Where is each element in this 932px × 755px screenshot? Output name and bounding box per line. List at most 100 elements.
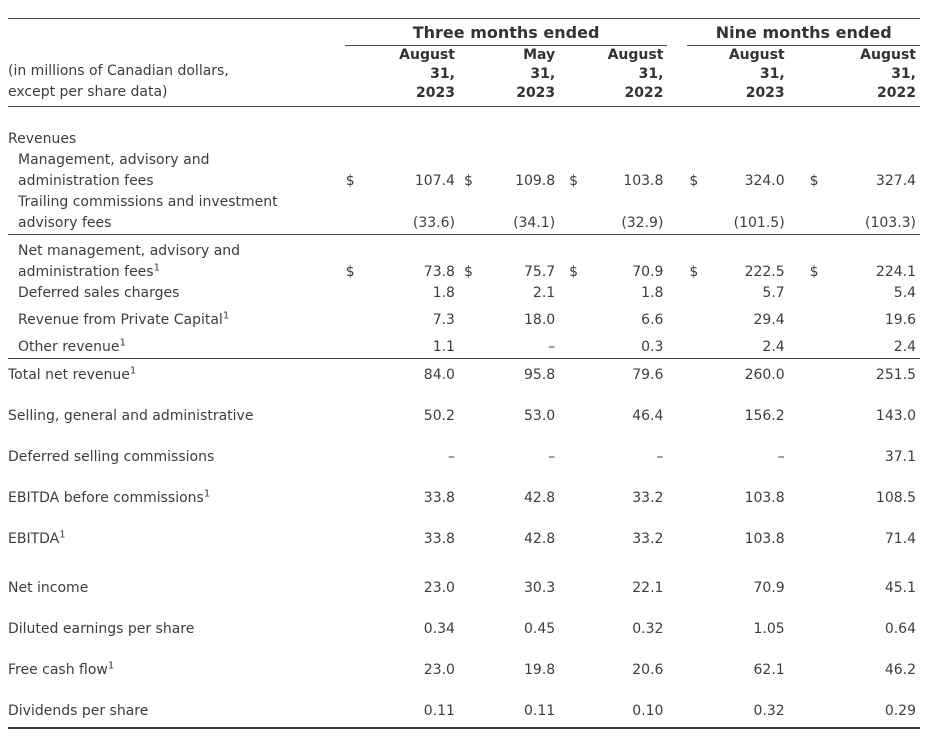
value-cell-q-aug-2022: 0.32: [559, 599, 667, 640]
cell-value: 2.4: [762, 339, 785, 355]
row-label: Selling, general and administrative: [8, 390, 341, 427]
value-cell-q-aug-2023: 23.0: [341, 550, 459, 599]
cell-value: 0.32: [753, 703, 785, 719]
value-cell-q-aug-2023: –: [341, 427, 459, 468]
value-cell-ytd-aug-2022: 143.0: [789, 390, 920, 427]
value-cell-ytd-aug-2023: $324.0: [667, 150, 788, 192]
cell-value: 18.0: [524, 312, 556, 328]
value-cell-ytd-aug-2022: 0.29: [788, 681, 920, 729]
row-label-text: Deferred sales charges: [18, 285, 180, 301]
value-cell-q-aug-2023: 33.8: [341, 509, 459, 550]
value-cell-q-may-2023: $109.8: [459, 150, 559, 192]
table-row: Diluted earnings per share 0.34 0.45 0.3…: [8, 599, 920, 640]
cell-value: 70.9: [753, 580, 785, 596]
row-label: Diluted earnings per share: [8, 599, 341, 640]
cell-value: 143.0: [875, 408, 916, 424]
value-cell-q-aug-2022: 1.8: [559, 283, 667, 304]
currency-symbol: $: [689, 173, 699, 189]
value-cell-q-aug-2022: (32.9): [559, 192, 668, 235]
value-cell-q-may-2023: 30.3: [459, 550, 559, 599]
value-cell-q-may-2023: 95.8: [459, 359, 559, 391]
cell-value: 1.1: [432, 339, 455, 355]
value-cell-ytd-aug-2023: 260.0: [667, 359, 788, 391]
currency-symbol: $: [463, 173, 473, 189]
row-label: Deferred selling commissions: [8, 427, 341, 468]
cell-value: 0.34: [423, 621, 455, 637]
table-row: Trailing commissions and investment advi…: [8, 192, 920, 235]
table-row: Selling, general and administrative 50.2…: [8, 390, 920, 427]
value-cell-q-may-2023: 42.8: [459, 509, 559, 550]
cell-value: –: [777, 449, 785, 465]
cell-value: (33.6): [412, 215, 455, 231]
row-label-text: Dividends per share: [8, 703, 149, 719]
row-label: Net management, advisory and administrat…: [8, 235, 341, 284]
value-cell-ytd-aug-2022: (103.3): [788, 192, 920, 235]
cell-value: 37.1: [884, 449, 916, 465]
col-header-may-31-2023-q: May 31, 2023: [458, 46, 560, 107]
cell-value: 5.7: [762, 285, 785, 301]
cell-value: 75.7: [524, 264, 556, 280]
footnote-marker: 1: [153, 262, 160, 274]
table-header: Three months ended Nine months ended (in…: [8, 18, 920, 107]
table-row: Deferred sales charges 1.8 2.1 1.8 5.7 5…: [8, 283, 920, 304]
group-three-months: Three months ended: [340, 18, 668, 46]
value-cell-q-aug-2022: 0.10: [559, 681, 668, 729]
cell-value: 84.0: [423, 367, 455, 383]
table-row: Other revenue1 1.1 – 0.3 2.4 2.4: [8, 331, 920, 359]
cell-value: (103.3): [864, 215, 916, 231]
row-label-text: Deferred selling commissions: [8, 449, 215, 465]
row-label-text: Revenues: [8, 131, 77, 147]
col-header-aug-31-2023-ytd: August 31, 2023: [667, 46, 789, 107]
value-cell-q-aug-2023: (33.6): [340, 192, 459, 235]
value-cell-ytd-aug-2022: 5.4: [789, 283, 920, 304]
cell-value: 251.5: [875, 367, 916, 383]
value-cell-q-aug-2023: 7.3: [341, 304, 459, 331]
row-label: Trailing commissions and investment advi…: [8, 192, 341, 235]
group-nine-months: Nine months ended: [667, 18, 920, 46]
value-cell-q-aug-2022: 33.2: [559, 468, 667, 509]
value-cell-ytd-aug-2023: 70.9: [667, 550, 788, 599]
cell-value: 33.8: [423, 490, 455, 506]
currency-symbol: $: [689, 264, 699, 280]
cell-value: 0.29: [884, 703, 916, 719]
value-cell-q-aug-2023: 0.34: [341, 599, 459, 640]
group-spacer-cell: [8, 18, 341, 46]
table-row: Free cash flow1 23.0 19.8 20.6 62.1 46.2: [8, 640, 920, 681]
currency-symbol: $: [463, 264, 473, 280]
row-label: Management, advisory and administration …: [8, 150, 341, 192]
row-label-text: Other revenue: [18, 339, 120, 355]
group-three-months-label: Three months ended: [344, 21, 668, 46]
value-cell-q-aug-2023: 1.8: [341, 283, 459, 304]
cell-value: 42.8: [524, 490, 556, 506]
currency-symbol: $: [569, 264, 579, 280]
row-label-text: Trailing commissions and investment advi…: [18, 194, 278, 231]
footnote-marker: 1: [129, 365, 137, 377]
row-label-text: Management, advisory and administration …: [18, 152, 210, 189]
cell-value: 46.2: [884, 662, 916, 678]
row-label-text: Selling, general and administrative: [8, 408, 254, 424]
currency-symbol: $: [809, 264, 819, 280]
row-label-text: Total net revenue: [8, 367, 130, 383]
value-cell-q-aug-2023: 23.0: [341, 640, 459, 681]
value-cell-q-aug-2023: 0.11: [340, 681, 459, 729]
row-label-text: EBITDA: [8, 531, 60, 547]
value-cell-q-may-2023: (34.1): [458, 192, 560, 235]
value-cell-ytd-aug-2023: 5.7: [667, 283, 788, 304]
cell-value: 20.6: [632, 662, 664, 678]
value-cell-q-aug-2022: –: [559, 427, 667, 468]
cell-value: 22.1: [632, 580, 664, 596]
cell-value: 156.2: [744, 408, 785, 424]
cell-value: 33.2: [632, 531, 664, 547]
cell-value: 6.6: [641, 312, 664, 328]
cell-value: 0.10: [632, 703, 664, 719]
financial-results-table: Three months ended Nine months ended (in…: [8, 18, 920, 729]
value-cell-ytd-aug-2023: 0.32: [667, 681, 789, 729]
cell-value: –: [548, 339, 556, 355]
row-label-text: Net management, advisory and administrat…: [18, 243, 241, 280]
value-cell-ytd-aug-2022: 19.6: [789, 304, 920, 331]
value-cell-ytd-aug-2023: 103.8: [667, 509, 788, 550]
cell-value: 73.8: [423, 264, 455, 280]
value-cell-ytd-aug-2022: 45.1: [789, 550, 920, 599]
period-group-row: Three months ended Nine months ended: [8, 18, 920, 46]
cell-value: 33.8: [423, 531, 455, 547]
